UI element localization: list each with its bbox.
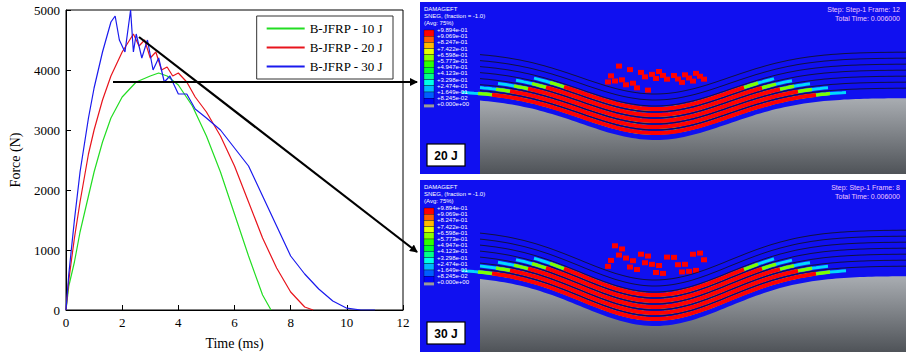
svg-text:4: 4 — [175, 315, 182, 330]
svg-text:4000: 4000 — [34, 63, 60, 78]
svg-text:+3.298e-01: +3.298e-01 — [437, 77, 468, 83]
svg-text:+8.245e-02: +8.245e-02 — [437, 273, 468, 279]
svg-text:+1.649e-01: +1.649e-01 — [437, 267, 468, 273]
svg-text:B-JFRP - 10 J: B-JFRP - 10 J — [310, 21, 383, 36]
svg-text:Total Time: 0.006000: Total Time: 0.006000 — [835, 15, 900, 22]
svg-text:Total Time: 0.006000: Total Time: 0.006000 — [835, 193, 900, 200]
svg-text:+8.245e-02: +8.245e-02 — [437, 95, 468, 101]
svg-text:30 J: 30 J — [434, 327, 457, 341]
svg-text:+0.000e+00: +0.000e+00 — [437, 101, 470, 107]
svg-text:+4.947e-01: +4.947e-01 — [437, 64, 468, 70]
svg-text:Time (ms): Time (ms) — [205, 336, 264, 352]
svg-text:Step: Step-1 Frame: 8: Step: Step-1 Frame: 8 — [831, 184, 900, 192]
svg-text:6: 6 — [231, 315, 238, 330]
svg-text:+6.598e-01: +6.598e-01 — [437, 230, 468, 236]
svg-text:8: 8 — [287, 315, 294, 330]
svg-text:SNEG, (fraction = -1.0): SNEG, (fraction = -1.0) — [424, 13, 485, 19]
svg-text:+8.247e-01: +8.247e-01 — [437, 217, 468, 223]
svg-text:B-JFRP - 20 J: B-JFRP - 20 J — [310, 40, 383, 55]
svg-text:20 J: 20 J — [434, 149, 457, 163]
svg-text:1000: 1000 — [34, 243, 60, 258]
svg-text:(Avg: 75%): (Avg: 75%) — [424, 198, 454, 204]
svg-text:DAMAGEFT: DAMAGEFT — [424, 184, 458, 190]
svg-text:+1.649e-01: +1.649e-01 — [437, 89, 468, 95]
svg-text:0: 0 — [54, 303, 61, 318]
svg-text:+9.069e-01: +9.069e-01 — [437, 211, 468, 217]
svg-text:(Avg: 75%): (Avg: 75%) — [424, 20, 454, 26]
svg-text:+2.474e-01: +2.474e-01 — [437, 261, 468, 267]
svg-text:+0.000e+00: +0.000e+00 — [437, 279, 470, 285]
svg-text:B-JFRP - 30 J: B-JFRP - 30 J — [310, 59, 383, 74]
svg-text:+6.598e-01: +6.598e-01 — [437, 52, 468, 58]
svg-text:2: 2 — [119, 315, 126, 330]
svg-text:5000: 5000 — [34, 3, 60, 18]
svg-text:+3.298e-01: +3.298e-01 — [437, 255, 468, 261]
svg-text:12: 12 — [397, 315, 410, 330]
svg-text:+9.069e-01: +9.069e-01 — [437, 33, 468, 39]
svg-text:+5.773e-01: +5.773e-01 — [437, 58, 468, 64]
svg-text:+7.422e-01: +7.422e-01 — [437, 224, 468, 230]
svg-text:+7.422e-01: +7.422e-01 — [437, 46, 468, 52]
svg-text:0: 0 — [63, 315, 70, 330]
svg-text:10: 10 — [340, 315, 353, 330]
svg-text:Force (N): Force (N) — [8, 132, 24, 187]
svg-text:+4.123e-01: +4.123e-01 — [437, 70, 468, 76]
svg-text:Step: Step-1 Frame: 12: Step: Step-1 Frame: 12 — [827, 6, 900, 14]
svg-text:+8.247e-01: +8.247e-01 — [437, 39, 468, 45]
svg-text:+5.773e-01: +5.773e-01 — [437, 236, 468, 242]
svg-text:3000: 3000 — [34, 123, 60, 138]
svg-text:+4.123e-01: +4.123e-01 — [437, 248, 468, 254]
svg-text:SNEG, (fraction = -1.0): SNEG, (fraction = -1.0) — [424, 191, 485, 197]
svg-text:+4.947e-01: +4.947e-01 — [437, 242, 468, 248]
svg-text:+2.474e-01: +2.474e-01 — [437, 83, 468, 89]
svg-text:DAMAGEFT: DAMAGEFT — [424, 6, 458, 12]
svg-text:+9.894e-01: +9.894e-01 — [437, 205, 468, 211]
svg-text:+9.894e-01: +9.894e-01 — [437, 27, 468, 33]
svg-text:2000: 2000 — [34, 183, 60, 198]
